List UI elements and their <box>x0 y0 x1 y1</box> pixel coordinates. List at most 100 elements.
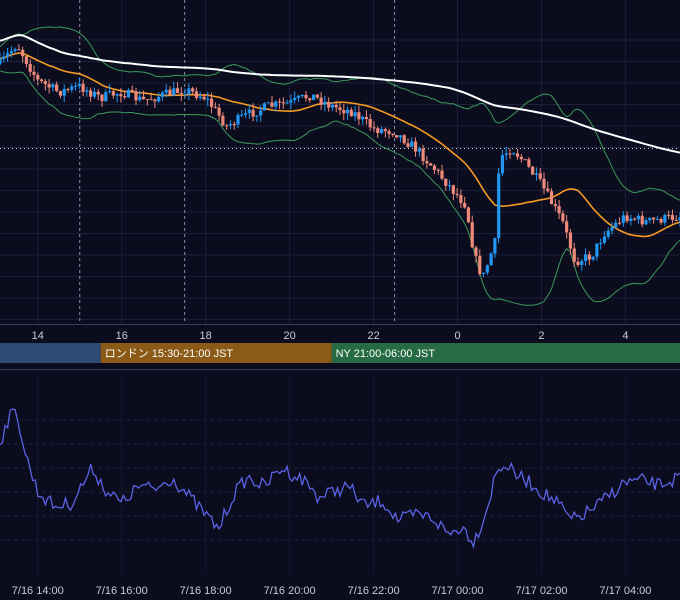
oscillator-line <box>0 408 680 550</box>
candle-body <box>281 102 285 104</box>
candle-body <box>349 109 353 117</box>
candle-body <box>164 89 168 93</box>
candle-body <box>115 94 119 96</box>
candle-body <box>587 254 591 260</box>
candle-body <box>451 185 455 194</box>
candle-body <box>583 254 588 262</box>
candle-body <box>599 242 603 244</box>
candle-body <box>32 71 36 75</box>
candle-body <box>206 98 210 100</box>
candle-body <box>39 79 44 82</box>
candle-body <box>342 110 346 114</box>
candle-body <box>191 88 195 92</box>
candle-body <box>357 112 361 120</box>
candle-body <box>338 107 342 111</box>
osc-x-tick-label: 7/16 14:00 <box>12 585 64 597</box>
candle-body <box>270 102 274 107</box>
candle-body <box>345 109 350 114</box>
candle-body <box>534 173 539 175</box>
candle-body <box>580 261 584 265</box>
candle-body <box>228 124 233 126</box>
candle-body <box>104 92 108 102</box>
candle-body <box>89 90 93 97</box>
candle-body <box>565 221 569 233</box>
candle-body <box>519 156 523 160</box>
candle-body <box>198 96 202 98</box>
candle-body <box>674 219 678 221</box>
candle-body <box>77 83 81 86</box>
candle-body <box>36 74 40 80</box>
candle-body <box>21 49 25 57</box>
candle-body <box>663 214 667 223</box>
candle-body <box>293 97 297 101</box>
candle-body <box>47 84 51 88</box>
candle-body <box>466 207 471 223</box>
price-x-tick-label: 18 <box>200 330 212 342</box>
candle-body <box>591 256 595 260</box>
candle-body <box>28 64 32 72</box>
candle-body <box>387 131 391 135</box>
candle-body <box>266 102 270 104</box>
candle-body <box>308 98 312 101</box>
candle-body <box>289 100 293 103</box>
candle-body <box>194 91 199 98</box>
candle-body <box>243 113 248 115</box>
candle-body <box>512 153 516 155</box>
candle-body <box>395 135 399 138</box>
candle-body <box>9 50 13 54</box>
candle-body <box>410 141 414 147</box>
candle-body <box>107 91 112 93</box>
candle-body <box>398 135 403 138</box>
osc-x-tick-label: 7/16 20:00 <box>264 585 316 597</box>
osc-x-tick-label: 7/16 18:00 <box>180 585 232 597</box>
candle-body <box>659 218 663 223</box>
candle-body <box>179 93 183 95</box>
candle-body <box>557 206 561 214</box>
candle-body <box>527 159 531 167</box>
osc-x-tick-label: 7/17 00:00 <box>432 585 484 597</box>
price-x-tick-label: 14 <box>32 330 44 342</box>
candle-body <box>17 49 21 51</box>
price-x-tick-label: 2 <box>538 330 544 342</box>
candle-body <box>413 141 418 152</box>
candle-body <box>447 185 452 187</box>
candle-body <box>240 114 244 116</box>
bollinger-lower <box>0 70 680 306</box>
candle-body <box>13 49 17 51</box>
session-label: NY 21:00-06:00 JST <box>336 348 436 360</box>
candle-body <box>368 118 372 128</box>
osc-x-tick-label: 7/16 22:00 <box>348 585 400 597</box>
candle-body <box>538 173 542 179</box>
candle-body <box>553 204 557 207</box>
candle-body <box>621 215 625 223</box>
candle-body <box>5 53 10 57</box>
candle-body <box>153 99 157 102</box>
ma-long-line <box>0 34 680 154</box>
candle-body <box>459 194 463 203</box>
candle-body <box>334 104 338 108</box>
candle-body <box>617 222 622 224</box>
candle-body <box>96 91 100 95</box>
candle-body <box>474 247 478 256</box>
candle-body <box>62 89 66 96</box>
candle-body <box>92 91 97 97</box>
osc-x-tick-label: 7/17 02:00 <box>515 585 567 597</box>
candle-body <box>221 115 225 126</box>
candle-body <box>66 89 70 91</box>
candle-body <box>436 169 440 171</box>
candle-body <box>568 232 573 249</box>
candle-body <box>602 236 607 243</box>
candle-body <box>417 148 421 152</box>
candle-body <box>251 109 255 117</box>
candle-body <box>70 86 74 90</box>
candle-body <box>187 88 191 94</box>
bollinger-upper <box>0 26 680 201</box>
candle-body <box>429 163 433 166</box>
session-band <box>0 343 101 363</box>
price-x-tick-label: 20 <box>284 330 296 342</box>
candle-body <box>100 94 104 102</box>
candle-body <box>24 56 29 65</box>
candle-body <box>85 90 89 92</box>
candle-body <box>376 128 380 134</box>
candle-body <box>379 129 384 134</box>
